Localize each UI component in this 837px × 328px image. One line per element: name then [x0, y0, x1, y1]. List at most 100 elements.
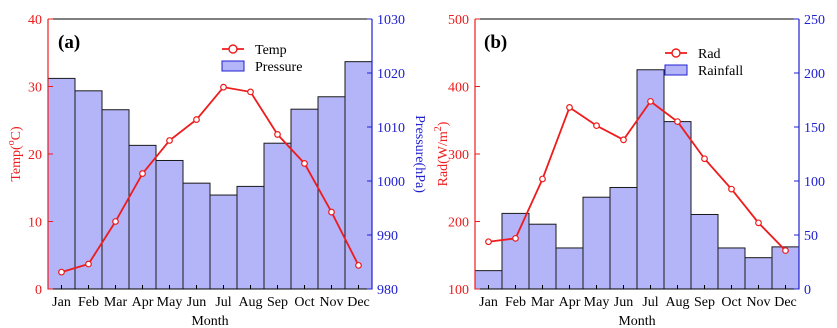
- line-point: [539, 175, 546, 183]
- left-tick-label: 20: [28, 148, 42, 163]
- line-point: [220, 83, 227, 91]
- left-axis-title-sup: o: [6, 140, 17, 145]
- right-tick-label: 980: [377, 283, 398, 298]
- bar: [555, 247, 584, 290]
- legend-bar-swatch: [221, 60, 245, 72]
- left-axis-title: Rad(W/m2): [433, 121, 451, 186]
- left-axis-title-end: ): [436, 121, 451, 126]
- panel-label: (b): [484, 32, 507, 53]
- line-point: [112, 218, 119, 225]
- x-tick-label: Oct: [721, 295, 741, 310]
- x-axis-title: Month: [191, 314, 228, 328]
- x-tick-label: Aug: [665, 295, 689, 310]
- x-tick-label: May: [157, 295, 183, 310]
- line-point: [647, 97, 654, 105]
- bar: [74, 90, 103, 290]
- right-axis-title: Pressure(hPa): [412, 115, 427, 193]
- bar: [663, 121, 692, 290]
- bar: [344, 61, 373, 290]
- line-point: [58, 268, 65, 276]
- left-tick-label: 300: [448, 148, 469, 163]
- right-tick-label: 1010: [377, 121, 405, 136]
- right-tick-label: 150: [804, 121, 825, 136]
- bar: [290, 108, 319, 290]
- bar: [690, 213, 719, 290]
- line-point: [728, 185, 735, 193]
- x-tick-label: Jan: [52, 295, 71, 310]
- x-tick-label: Mar: [104, 295, 128, 310]
- x-axis-title: Month: [618, 314, 655, 328]
- x-tick-label: Oct: [294, 295, 314, 310]
- x-tick-label: Apr: [559, 295, 581, 310]
- right-tick-label: 200: [804, 67, 825, 82]
- bar: [101, 109, 130, 290]
- left-tick-label: 0: [35, 283, 42, 298]
- x-tick-label: Jul: [215, 295, 231, 310]
- line-point: [701, 155, 708, 163]
- right-tick-label: 250: [804, 13, 825, 28]
- left-tick-label: 40: [28, 13, 42, 28]
- legend-label: Pressure: [255, 60, 302, 75]
- x-tick-label: Jun: [187, 295, 206, 310]
- x-tick-label: Jun: [614, 295, 633, 310]
- bar: [317, 96, 346, 290]
- x-tick-label: Sep: [267, 295, 288, 310]
- x-tick-label: May: [584, 295, 610, 310]
- bar: [744, 257, 773, 290]
- left-axis-title: Temp(oC): [6, 126, 24, 182]
- left-tick-label: 500: [448, 13, 469, 28]
- line-point: [274, 131, 281, 138]
- line-point: [139, 170, 146, 177]
- line-point: [166, 137, 173, 144]
- right-tick-label: 0: [804, 283, 811, 298]
- right-tick-label: 100: [804, 175, 825, 190]
- series-line-rad: [488, 100, 787, 252]
- bar: [263, 142, 292, 290]
- line-point: [566, 104, 573, 111]
- bar: [47, 77, 76, 290]
- right-tick-label: 1000: [377, 175, 405, 190]
- left-tick-label: 200: [448, 216, 469, 231]
- x-tick-label: Feb: [505, 295, 526, 310]
- chart-panel-b: 100 200 300 400 500 0 50 100 150 200 250 Jan Feb Mar A…: [433, 13, 825, 328]
- left-axis-title-sup: 2: [433, 126, 444, 131]
- right-tick-label: 1030: [377, 13, 405, 28]
- left-axis-title-main: Temp(: [9, 145, 24, 182]
- line-point: [485, 238, 492, 246]
- line-point: [620, 136, 627, 144]
- line-point: [755, 219, 762, 227]
- x-tick-label: Nov: [746, 295, 770, 310]
- panel-label: (a): [58, 32, 80, 53]
- bar: [128, 144, 157, 290]
- bar: [582, 196, 611, 290]
- legend-marker-swatch: [671, 48, 681, 58]
- legend-label: Temp: [255, 43, 287, 58]
- line-point: [301, 160, 308, 167]
- legend-label: Rainfall: [698, 64, 743, 79]
- left-tick-label: 400: [448, 81, 469, 96]
- left-axis-title-main: Rad(W/m: [436, 131, 451, 186]
- bar: [182, 182, 211, 290]
- x-tick-label: Feb: [78, 295, 99, 310]
- line-point: [782, 247, 789, 254]
- legend-marker-swatch: [228, 44, 238, 54]
- bar: [155, 159, 184, 290]
- bar: [609, 186, 638, 290]
- x-tick-label: Apr: [132, 295, 154, 310]
- left-axis-title-end: C): [9, 126, 24, 140]
- x-tick-label: Jan: [479, 295, 498, 310]
- x-tick-label: Aug: [238, 295, 262, 310]
- x-tick-label: Dec: [347, 295, 370, 310]
- bar: [236, 185, 265, 290]
- x-tick-label: Jul: [642, 295, 658, 310]
- left-tick-label: 30: [28, 81, 42, 96]
- right-tick-label: 50: [804, 229, 818, 244]
- left-tick-label: 100: [448, 283, 469, 298]
- line-point: [512, 234, 519, 242]
- line-point: [328, 208, 335, 216]
- x-tick-label: Dec: [774, 295, 797, 310]
- right-tick-label: 990: [377, 229, 398, 244]
- left-tick-label: 10: [28, 216, 42, 231]
